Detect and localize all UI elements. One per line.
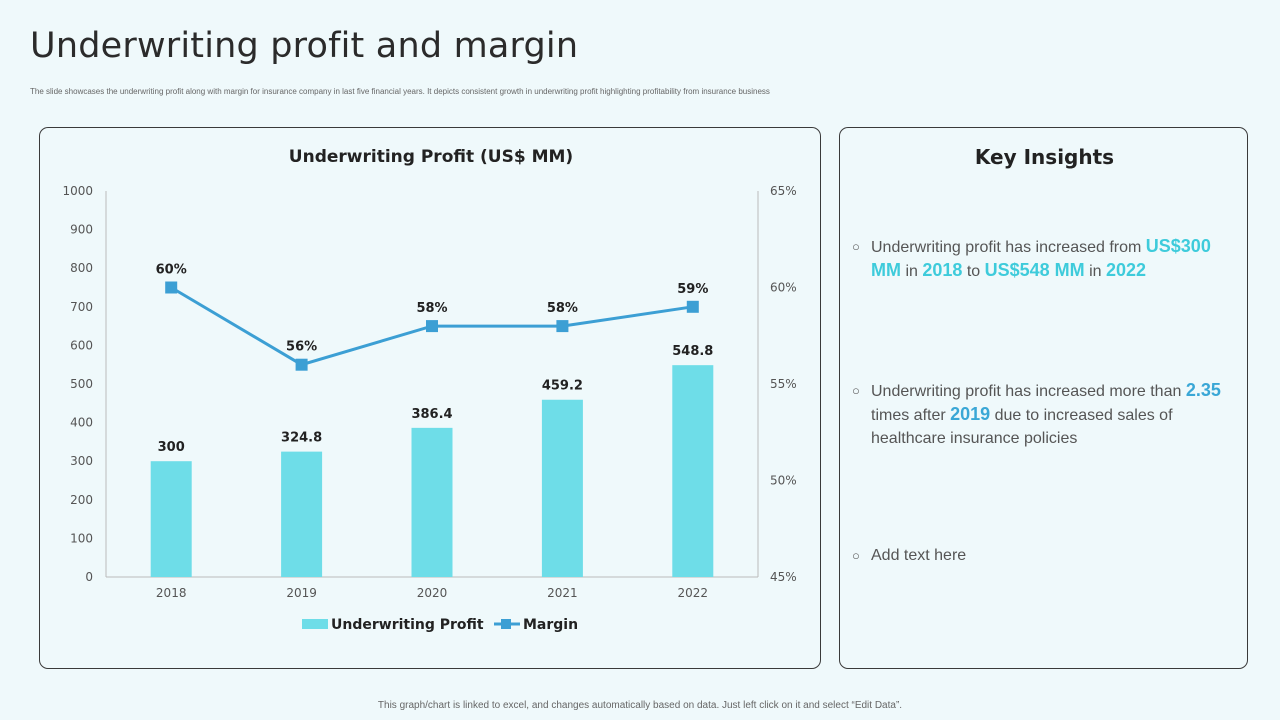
insight-1-value-start: US$300 MM — [871, 236, 1211, 280]
bar-2019 — [281, 451, 323, 577]
margin-marker-2018 — [165, 281, 178, 294]
page-subtitle: The slide showcases the underwriting pro… — [30, 87, 770, 96]
legend-label-margin: Margin — [523, 617, 578, 633]
insight-2-year: 2019 — [950, 404, 991, 424]
y-tick-label: 0 — [85, 570, 93, 584]
insight-item-1[interactable]: ○ Underwriting profit has increased from… — [852, 235, 1232, 283]
y2-tick-label: 45% — [770, 570, 797, 584]
insight-1-year-end: 2022 — [1106, 260, 1147, 280]
insight-2-multiple: 2.35 — [1185, 380, 1221, 400]
insight-1-value-end: US$548 MM — [984, 260, 1085, 280]
margin-marker-2019 — [295, 358, 308, 371]
bar-2020 — [411, 427, 453, 577]
bar-data-label: 459.2 — [542, 379, 583, 394]
chart-panel[interactable]: Underwriting Profit (US$ MM) 0 100 200 300 40… — [39, 127, 821, 669]
bar-2018 — [150, 461, 192, 577]
y2-tick-label: 50% — [770, 474, 797, 488]
bar-2021 — [541, 399, 583, 577]
insight-2-text-b: times after — [871, 407, 951, 424]
x-tick-label: 2022 — [678, 586, 709, 600]
bar-data-label: 300 — [158, 440, 185, 455]
legend-bar-swatch — [302, 619, 328, 629]
y-tick-label: 200 — [70, 493, 93, 507]
margin-marker-2020 — [426, 320, 438, 333]
y-tick-label: 500 — [70, 377, 93, 391]
x-tick-label: 2020 — [417, 586, 448, 600]
insight-item-3[interactable]: ○ Add text here — [852, 544, 1232, 567]
y-tick-label: 600 — [70, 338, 93, 352]
insight-2-text-a: Underwriting profit has increased more t… — [871, 383, 1186, 400]
y-tick-label: 700 — [70, 300, 93, 314]
legend-marker-swatch — [501, 619, 511, 629]
margin-data-label: 58% — [547, 301, 578, 316]
insight-1-text-b: in — [901, 263, 923, 280]
y-tick-label: 900 — [70, 223, 93, 237]
bar-2022 — [672, 365, 714, 577]
bar-data-label: 548.8 — [672, 344, 713, 359]
bullet-circle-icon: ○ — [852, 239, 860, 254]
insight-3-text: Add text here — [871, 547, 967, 564]
y-tick-label: 1000 — [62, 184, 93, 198]
x-tick-label: 2019 — [286, 586, 317, 600]
insight-1-year-start: 2018 — [922, 260, 963, 280]
insight-2-text-c: due to increased sales of healthcare ins… — [871, 407, 1173, 447]
page-title: Underwriting profit and margin — [30, 26, 579, 66]
bullet-circle-icon: ○ — [852, 548, 860, 563]
chart-title: Underwriting Profit (US$ MM) — [289, 147, 573, 167]
y2-tick-label: 55% — [770, 377, 797, 391]
bar-data-label: 324.8 — [281, 431, 322, 446]
key-insights-panel[interactable]: Key Insights ○ Underwriting profit has i… — [839, 127, 1248, 669]
x-tick-label: 2021 — [547, 586, 578, 600]
margin-data-label: 60% — [156, 263, 187, 278]
legend-label-profit: Underwriting Profit — [331, 617, 484, 633]
bullet-circle-icon: ○ — [852, 383, 860, 398]
insight-1-text-d: in — [1084, 263, 1107, 280]
y2-tick-label: 65% — [770, 184, 797, 198]
margin-data-label: 56% — [286, 340, 317, 355]
y2-tick-label: 60% — [770, 281, 797, 295]
insight-1-text-c: to — [962, 263, 985, 280]
combo-chart[interactable]: Underwriting Profit (US$ MM) 0 100 200 300 40… — [40, 128, 822, 670]
footer-note: This graph/chart is linked to excel, and… — [377, 700, 903, 711]
margin-data-label: 58% — [416, 301, 447, 316]
margin-marker-2022 — [686, 300, 699, 313]
insight-item-2[interactable]: ○ Underwriting profit has increased more… — [852, 379, 1232, 450]
x-tick-label: 2018 — [156, 586, 187, 600]
margin-marker-2021 — [556, 320, 569, 333]
y-tick-label: 300 — [70, 454, 93, 468]
y-tick-label: 100 — [70, 531, 93, 545]
insights-title: Key Insights — [974, 145, 1115, 169]
y-tick-label: 400 — [70, 416, 93, 430]
insight-1-text-a: Underwriting profit has increased from — [871, 239, 1146, 256]
margin-data-label: 59% — [677, 282, 708, 297]
y-tick-label: 800 — [70, 261, 93, 275]
bar-data-label: 386.4 — [411, 407, 452, 422]
